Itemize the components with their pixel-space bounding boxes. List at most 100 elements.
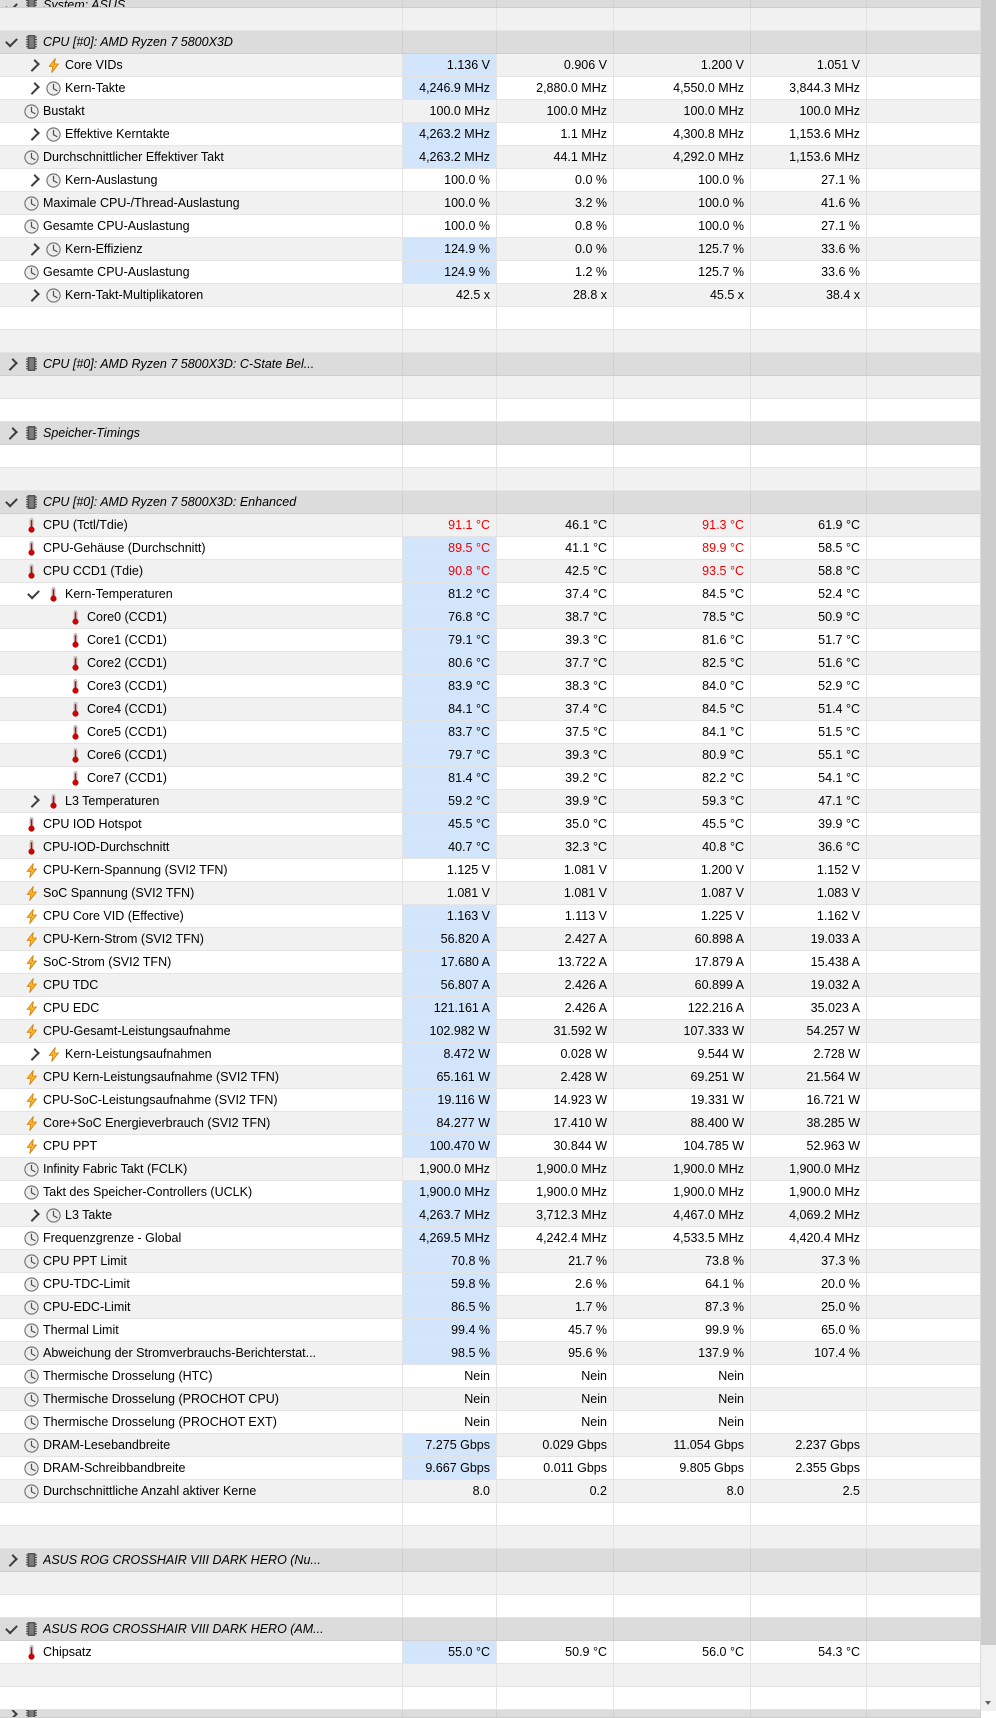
sensor-data-row[interactable]: Core3 (CCD1) 83.9 °C 38.3 °C 84.0 °C 52.9 °C [0, 675, 981, 698]
sensor-data-row[interactable]: Maximale CPU-/Thread-Auslastung 100.0 % 3.… [0, 192, 981, 215]
sensor-data-row[interactable]: L3 Takte 4,263.7 MHz 3,712.3 MHz 4,467.0 MH… [0, 1204, 981, 1227]
sensor-group-header-row[interactable]: System: ASUS ... [0, 0, 981, 8]
sensor-data-row[interactable]: Kern-Takt-Multiplikatoren 42.5 x 28.8 x 45.… [0, 284, 981, 307]
sensor-data-row[interactable]: CPU EDC 121.161 A 2.426 A 122.216 A 35.023 A [0, 997, 981, 1020]
sensor-group-header-row[interactable]: CPU [#0]: AMD Ryzen 7 5800X3D: Enhanced [0, 491, 981, 514]
sensor-data-row[interactable]: CPU Kern-Leistungsaufnahme (SVI2 TFN) 65.… [0, 1066, 981, 1089]
scroll-down-arrow-icon[interactable] [981, 1695, 996, 1711]
sensor-group-header-row[interactable]: ASUS ROG CROSSHAIR VIII DARK HERO (AM... [0, 1618, 981, 1641]
sensor-data-row[interactable]: CPU-Gesamt-Leistungsaufnahme 102.982 W 31.… [0, 1020, 981, 1043]
sensor-data-row[interactable]: SoC Spannung (SVI2 TFN) 1.081 V 1.081 V 1.0… [0, 882, 981, 905]
chevron-right-icon[interactable] [22, 60, 44, 71]
sensor-data-row[interactable]: CPU IOD Hotspot 45.5 °C 35.0 °C 45.5 °C 39.9… [0, 813, 981, 836]
chevron-right-icon[interactable] [22, 175, 44, 186]
sensor-data-row[interactable]: CPU-EDC-Limit 86.5 % 1.7 % 87.3 % 25.0 % [0, 1296, 981, 1319]
sensor-data-row[interactable]: Kern-Temperaturen 81.2 °C 37.4 °C 84.5 °C 52… [0, 583, 981, 606]
chevron-down-icon[interactable] [22, 591, 44, 598]
chevron-right-icon[interactable] [0, 1710, 22, 1717]
sensor-data-row[interactable]: CPU-Gehäuse (Durchschnitt) 89.5 °C 41.1 °C… [0, 537, 981, 560]
sensor-group-header-row[interactable]: CPU [#0]: AMD Ryzen 7 5800X3D [0, 31, 981, 54]
sensor-data-row[interactable]: CPU-SoC-Leistungsaufnahme (SVI2 TFN) 19.1… [0, 1089, 981, 1112]
sensor-data-row[interactable]: Kern-Auslastung 100.0 % 0.0 % 100.0 % 27.1 % [0, 169, 981, 192]
sensor-data-row[interactable]: CPU TDC 56.807 A 2.426 A 60.899 A 19.032 A [0, 974, 981, 997]
sensor-data-row[interactable]: Takt des Speicher-Controllers (UCLK) 1,90… [0, 1181, 981, 1204]
value-minimum-cell [497, 31, 614, 53]
sensor-data-row[interactable]: Core0 (CCD1) 76.8 °C 38.7 °C 78.5 °C 50.9 °C [0, 606, 981, 629]
sensor-group-header-row[interactable]: CPU [#0]: AMD Ryzen 7 5800X3D: C-State B… [0, 353, 981, 376]
sensor-data-row[interactable]: Core+SoC Energieverbrauch (SVI2 TFN) 84.2… [0, 1112, 981, 1135]
chevron-down-icon[interactable] [0, 4, 22, 7]
value-minimum-text: 17.410 W [553, 1116, 607, 1130]
sensor-data-row[interactable]: SoC-Strom (SVI2 TFN) 17.680 A 13.722 A 17.8… [0, 951, 981, 974]
row-tail-cell [867, 1549, 981, 1571]
value-maximum-text: 4,533.5 MHz [673, 1231, 744, 1245]
sensor-data-row[interactable]: Durchschnittlicher Effektiver Takt 4,263.… [0, 146, 981, 169]
vertical-scrollbar[interactable] [980, 0, 996, 1711]
sensor-group-header-row[interactable]: Speicher-Timings [0, 422, 981, 445]
sensor-data-row[interactable]: DRAM-Lesebandbreite 7.275 Gbps 0.029 Gbps 1… [0, 1434, 981, 1457]
sensor-data-row[interactable]: Abweichung der Stromverbrauchs-Berichter… [0, 1342, 981, 1365]
sensor-data-row[interactable]: Core6 (CCD1) 79.7 °C 39.3 °C 80.9 °C 55.1 °C [0, 744, 981, 767]
sensor-data-row[interactable]: Thermische Drosselung (PROCHOT EXT) Nein N… [0, 1411, 981, 1434]
chevron-right-icon[interactable] [22, 129, 44, 140]
sensor-data-row[interactable]: CPU (Tctl/Tdie) 91.1 °C 46.1 °C 91.3 °C 61.9… [0, 514, 981, 537]
sensor-data-row[interactable]: DRAM-Schreibbandbreite 9.667 Gbps 0.011 Gb… [0, 1457, 981, 1480]
chevron-right-icon[interactable] [22, 83, 44, 94]
sensor-data-row[interactable]: Durchschnittliche Anzahl aktiver Kerne 8.… [0, 1480, 981, 1503]
scrollbar-thumb[interactable] [981, 0, 996, 1645]
sensor-data-row[interactable]: Core5 (CCD1) 83.7 °C 37.5 °C 84.1 °C 51.5 °C [0, 721, 981, 744]
sensor-data-row[interactable]: Gesamte CPU-Auslastung 100.0 % 0.8 % 100.0 … [0, 215, 981, 238]
chevron-right-icon[interactable] [0, 1555, 22, 1566]
chevron-down-icon[interactable] [0, 499, 22, 506]
chevron-down-icon[interactable] [0, 1626, 22, 1633]
sensor-data-row[interactable]: Kern-Leistungsaufnahmen 8.472 W 0.028 W 9.5… [0, 1043, 981, 1066]
sensor-data-row[interactable]: CPU-TDC-Limit 59.8 % 2.6 % 64.1 % 20.0 % [0, 1273, 981, 1296]
sensor-data-row[interactable]: Kern-Takte 4,246.9 MHz 2,880.0 MHz 4,550.0 … [0, 77, 981, 100]
sensor-data-row[interactable]: CPU-Kern-Strom (SVI2 TFN) 56.820 A 2.427 A… [0, 928, 981, 951]
sensor-data-row[interactable]: Core2 (CCD1) 80.6 °C 37.7 °C 82.5 °C 51.6 °C [0, 652, 981, 675]
sensor-data-row[interactable]: CPU Core VID (Effective) 1.163 V 1.113 V 1.… [0, 905, 981, 928]
sensor-data-row[interactable]: Effektive Kerntakte 4,263.2 MHz 1.1 MHz 4,3… [0, 123, 981, 146]
row-tail-cell [867, 537, 981, 559]
chevron-right-icon[interactable] [22, 1210, 44, 1221]
sensor-label-cell [0, 376, 403, 398]
sensor-data-row[interactable]: CPU CCD1 (Tdie) 90.8 °C 42.5 °C 93.5 °C 58.8… [0, 560, 981, 583]
chevron-right-icon[interactable] [22, 290, 44, 301]
chevron-right-icon[interactable] [22, 244, 44, 255]
sensor-data-row[interactable]: Core4 (CCD1) 84.1 °C 37.4 °C 84.5 °C 51.4 °C [0, 698, 981, 721]
sensor-data-row[interactable]: CPU-IOD-Durchschnitt 40.7 °C 32.3 °C 40.8 °… [0, 836, 981, 859]
chevron-right-icon[interactable] [22, 1049, 44, 1060]
sensor-data-row[interactable]: CPU PPT Limit 70.8 % 21.7 % 73.8 % 37.3 % [0, 1250, 981, 1273]
value-average-cell: 47.1 °C [751, 790, 867, 812]
chevron-down-icon[interactable] [0, 39, 22, 46]
sensor-data-row[interactable]: Thermische Drosselung (PROCHOT CPU) Nein N… [0, 1388, 981, 1411]
sensor-group-header-row[interactable] [0, 1710, 981, 1718]
sensor-data-row[interactable]: Bustakt 100.0 MHz 100.0 MHz 100.0 MHz 100.0 … [0, 100, 981, 123]
sensor-data-row[interactable]: Thermal Limit 99.4 % 45.7 % 99.9 % 65.0 % [0, 1319, 981, 1342]
sensor-data-row[interactable]: Chipsatz 55.0 °C 50.9 °C 56.0 °C 54.3 °C [0, 1641, 981, 1664]
value-minimum-cell: 39.3 °C [497, 629, 614, 651]
value-current-text: 56.820 A [440, 932, 490, 946]
sensor-group-header-row[interactable]: ASUS ROG CROSSHAIR VIII DARK HERO (Nu... [0, 1549, 981, 1572]
sensor-data-row[interactable]: Core7 (CCD1) 81.4 °C 39.2 °C 82.2 °C 54.1 °C [0, 767, 981, 790]
sensor-data-row[interactable]: CPU-Kern-Spannung (SVI2 TFN) 1.125 V 1.081… [0, 859, 981, 882]
sensor-data-row[interactable]: Thermische Drosselung (HTC) Nein Nein Nein [0, 1365, 981, 1388]
sensor-spacer-row [0, 1572, 981, 1595]
sensor-data-row[interactable]: Kern-Effizienz 124.9 % 0.0 % 125.7 % 33.6 % [0, 238, 981, 261]
sensor-data-row[interactable]: L3 Temperaturen 59.2 °C 39.9 °C 59.3 °C 47.1… [0, 790, 981, 813]
chevron-right-icon[interactable] [0, 359, 22, 370]
value-average-text: 65.0 % [821, 1323, 860, 1337]
value-minimum-text: 1.081 V [563, 863, 607, 877]
sensor-data-row[interactable]: Infinity Fabric Takt (FCLK) 1,900.0 MHz 1,… [0, 1158, 981, 1181]
chevron-right-icon[interactable] [0, 428, 22, 439]
sensor-data-row[interactable]: Gesamte CPU-Auslastung 124.9 % 1.2 % 125.7 … [0, 261, 981, 284]
chevron-right-icon[interactable] [22, 796, 44, 807]
sensor-data-row[interactable]: Frequenzgrenze - Global 4,269.5 MHz 4,242.… [0, 1227, 981, 1250]
sensor-label-cell: Kern-Auslastung [0, 169, 403, 191]
sensor-label-text: Core2 (CCD1) [87, 656, 167, 670]
sensor-data-row[interactable]: CPU PPT 100.470 W 30.844 W 104.785 W 52.963 … [0, 1135, 981, 1158]
value-minimum-text: 13.722 A [557, 955, 607, 969]
sensor-data-row[interactable]: Core1 (CCD1) 79.1 °C 39.3 °C 81.6 °C 51.7 °C [0, 629, 981, 652]
sensor-data-row[interactable]: Core VIDs 1.136 V 0.906 V 1.200 V 1.051 V [0, 54, 981, 77]
